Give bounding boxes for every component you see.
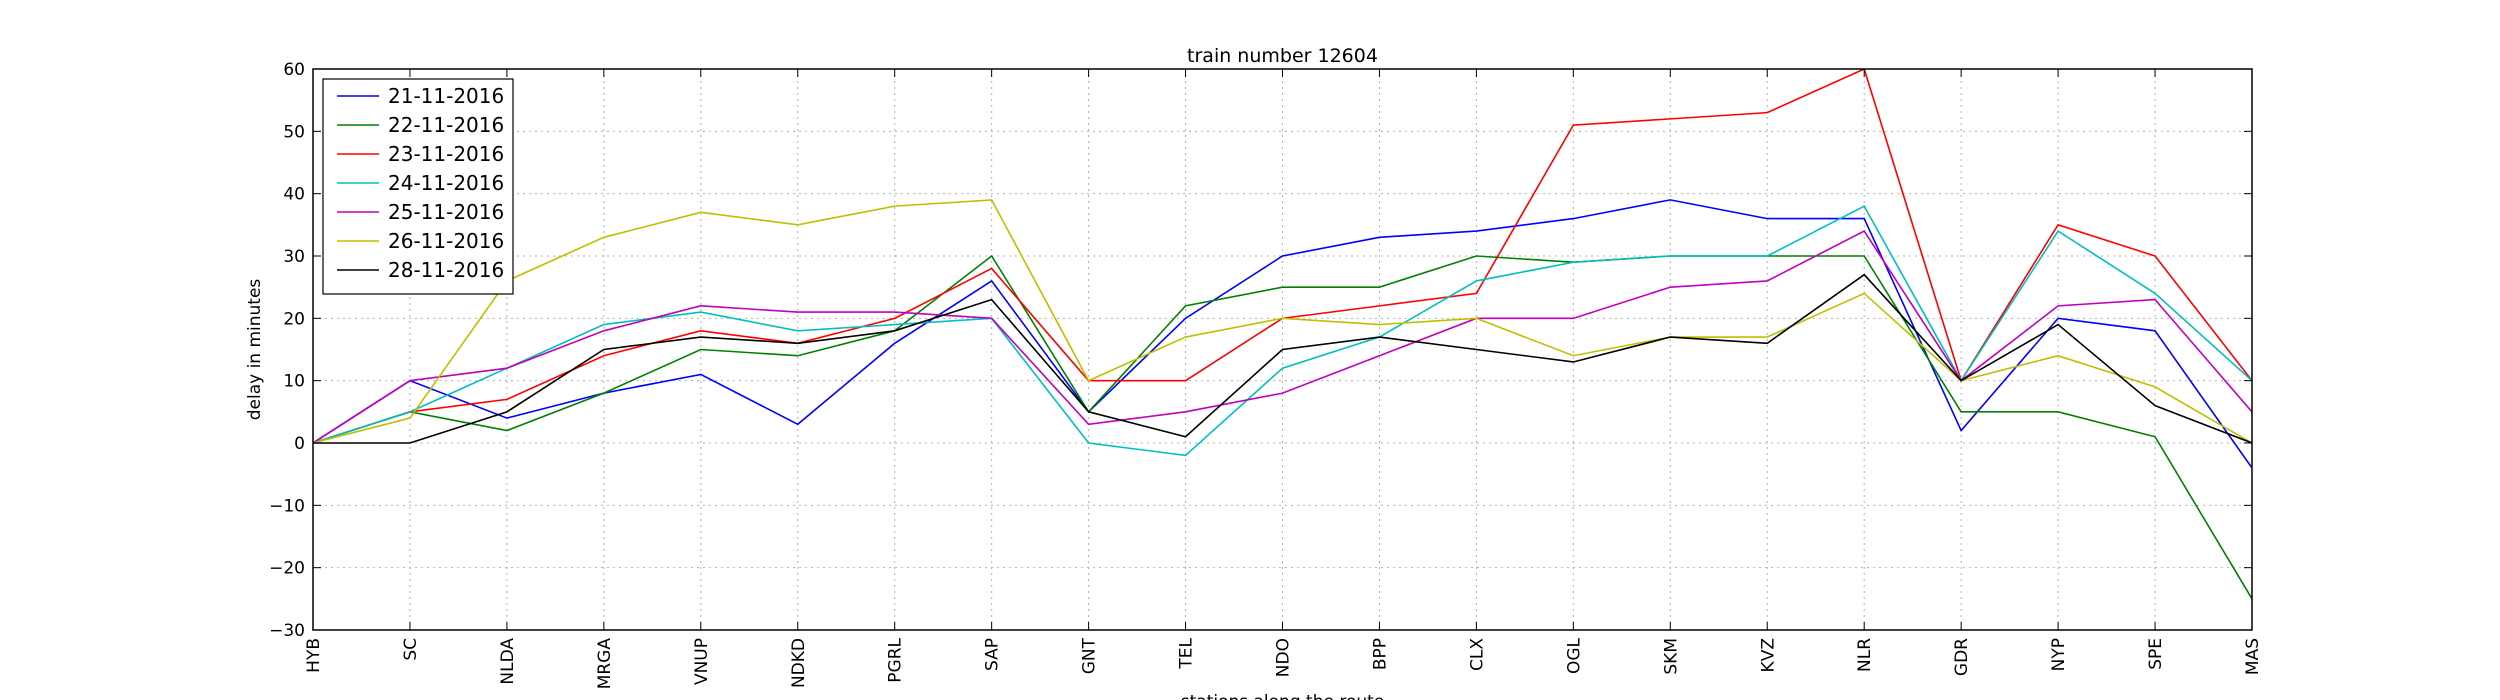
y-tick-label: −30 [269,621,305,641]
legend-label-3: 23-11-2016 [388,142,504,166]
x-axis-ticks: HYB SC NLDA MRGA VNUP NDKD PGRL SAP GNT TEL NDO BPP… [304,69,2263,689]
legend-label-1: 21-11-2016 [388,84,504,108]
series-line-7 [313,273,2252,444]
x-tick-label-gdr: GDR [1952,638,1972,676]
y-axis-ticks: −30 −20 −10 0 10 20 30 40 50 60 [269,60,2252,641]
legend-label-4: 24-11-2016 [388,171,504,195]
x-tick-label-vnup: VNUP [692,638,712,685]
y-tick-label: 20 [283,309,305,329]
legend-label-5: 25-11-2016 [388,200,504,224]
chart-title: train number 12604 [1187,45,1378,67]
x-tick-label-bpp: BPP [1370,638,1390,670]
x-tick-label-hyb: HYB [304,638,324,673]
y-tick-label: −10 [269,496,305,516]
y-tick-label: −20 [269,559,305,579]
series-line-2 [313,254,2252,600]
x-tick-label-ogl: OGL [1564,637,1584,674]
y-tick-label: 30 [283,247,305,267]
series-line-6 [313,199,2252,444]
y-tick-label: 0 [294,434,305,454]
x-tick-label-pgrl: PGRL [886,637,906,682]
x-tick-label-nlr: NLR [1855,638,1875,672]
x-tick-label-nlda: NLDA [498,638,518,685]
series-line-4 [313,205,2252,457]
x-tick-label-sap: SAP [983,638,1003,671]
legend-label-7: 28-11-2016 [388,258,504,282]
y-tick-label: 60 [283,60,305,80]
x-tick-label-ndo: NDO [1274,638,1294,677]
legend-box [322,78,514,295]
legend-label-6: 26-11-2016 [388,229,504,253]
series-line-5 [313,230,2252,444]
legend: 21-11-2016 22-11-2016 23-11-2016 24-11-2016… [322,78,514,295]
y-tick-label: 10 [283,372,305,392]
y-axis-label: delay in minutes [245,279,265,421]
x-tick-label-gnt: GNT [1080,637,1100,674]
x-tick-label-kvz: KVZ [1758,638,1778,672]
series-lines [313,69,2252,600]
x-tick-label-tel: TEL [1177,637,1197,669]
x-axis-label: stations along the route [1181,692,1385,700]
legend-label-2: 22-11-2016 [388,113,504,137]
x-tick-label-skm: SKM [1661,638,1681,675]
x-tick-label-nyp: NYP [2049,638,2069,671]
x-tick-label-mas: MAS [2243,638,2263,675]
x-tick-label-mrga: MRGA [595,638,615,690]
x-tick-label-clx: CLX [1467,638,1487,671]
x-tick-label-ndkd: NDKD [789,638,809,688]
x-tick-label-spe: SPE [2146,638,2166,670]
y-tick-label: 40 [283,185,305,205]
y-tick-label: 50 [283,122,305,142]
x-tick-label-sc: SC [401,638,421,661]
grid-lines [313,69,2252,630]
